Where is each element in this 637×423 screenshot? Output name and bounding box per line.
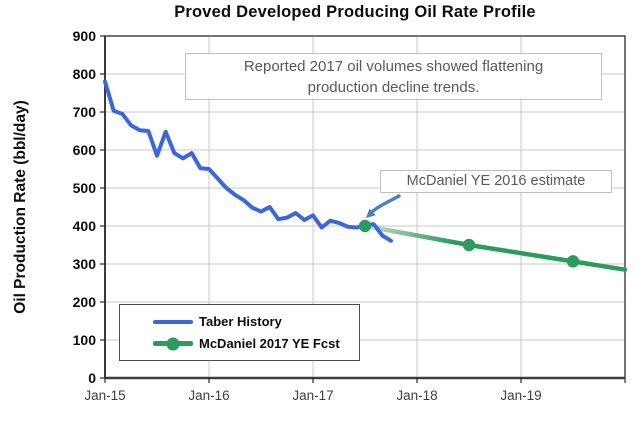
x-tick-label: Jan-18 (396, 388, 437, 403)
forecast-marker (358, 219, 372, 233)
y-tick-label: 700 (73, 104, 97, 120)
forecast-marker (462, 238, 476, 252)
annotation-flattening-line1: Reported 2017 oil volumes showed flatten… (243, 58, 544, 75)
mcdaniel-fcst-line-swatch (153, 337, 193, 350)
y-tick-label: 400 (73, 218, 97, 234)
annotation-arrow-icon (366, 194, 401, 218)
legend-label-taber-history: Taber History (199, 314, 282, 329)
y-tick-label: 600 (73, 142, 97, 158)
axis-ticks (100, 35, 626, 383)
y-tick-label: 900 (73, 28, 97, 44)
x-tick-label: Jan-15 (84, 388, 125, 403)
legend-item-taber-history: Taber History (153, 314, 359, 329)
y-tick-label: 100 (73, 332, 97, 348)
taber-history-line (103, 79, 393, 243)
y-tick-label: 800 (73, 66, 97, 82)
annotation-mcdaniel-estimate: McDaniel YE 2016 estimate (380, 170, 612, 193)
chart-legend: Taber History McDaniel 2017 YE Fcst (119, 304, 360, 361)
forecast-marker (566, 255, 580, 268)
mcdaniel-forecast-line (362, 223, 628, 272)
x-tick-label: Jan-17 (292, 388, 333, 403)
chart-title: Proved Developed Producing Oil Rate Prof… (174, 3, 536, 21)
y-tick-label: 0 (88, 370, 96, 386)
annotation-flattening-line2: production decline trends. (307, 79, 480, 96)
chart-layers: 0 100 200 300 400 500 600 700 800 900 Jan-15 Jan-16… (73, 28, 628, 403)
forecast-markers (358, 219, 580, 268)
y-tick-label: 300 (73, 256, 97, 272)
x-tick-label: Jan-19 (500, 388, 541, 403)
legend-label-mcdaniel-fcst: McDaniel 2017 YE Fcst (199, 336, 340, 351)
taber-history-line-swatch (153, 319, 193, 324)
plot-frame (104, 35, 626, 380)
x-tick-label: Jan-16 (188, 388, 229, 403)
mcdaniel-fcst-marker-swatch (166, 337, 180, 350)
annotation-flattening-note: Reported 2017 oil volumes showed flatten… (185, 53, 602, 100)
y-tick-labels: 0 100 200 300 400 500 600 700 800 900 (73, 28, 97, 386)
y-tick-label: 200 (73, 294, 97, 310)
legend-item-mcdaniel-fcst: McDaniel 2017 YE Fcst (153, 336, 359, 351)
y-tick-label: 500 (73, 180, 97, 196)
x-tick-labels: Jan-15 Jan-16 Jan-17 Jan-18 Jan-19 (84, 388, 541, 403)
